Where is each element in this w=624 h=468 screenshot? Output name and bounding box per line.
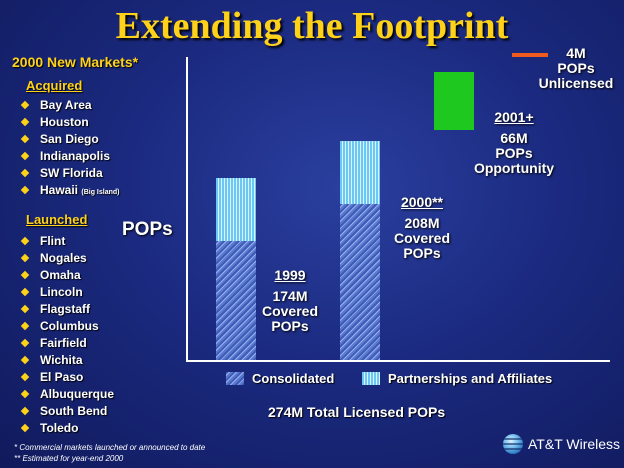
diamond-bullet-icon — [20, 117, 30, 127]
list-item: Albuquerque — [14, 386, 114, 403]
list-item: Fairfield — [14, 335, 114, 352]
annotation-value: 208M — [404, 215, 440, 231]
list-item: Houston — [14, 114, 119, 131]
list-item: SW Florida — [14, 165, 119, 182]
annotation-line: Opportunity — [473, 160, 555, 176]
annotation-value: 66M — [500, 130, 528, 146]
diamond-bullet-icon — [20, 355, 30, 365]
list-item: San Diego — [14, 131, 119, 148]
annotation-2000: 2000** 208M Covered POPs — [386, 195, 458, 261]
annotation-line: POPs — [403, 245, 441, 261]
x-axis-line — [186, 360, 610, 362]
list-item: Columbus — [14, 318, 114, 335]
diamond-bullet-icon — [20, 304, 30, 314]
diamond-bullet-icon — [20, 100, 30, 110]
bar-2001-opportunity — [434, 72, 474, 130]
hawaii-note: (Big Island) — [81, 189, 120, 196]
launched-list: Flint Nogales Omaha Lincoln Flagstaff Co… — [14, 233, 114, 437]
list-item: Bay Area — [14, 97, 119, 114]
list-item: Omaha — [14, 267, 114, 284]
annotation-line: POPs — [271, 318, 309, 334]
unlicensed-marker — [512, 53, 548, 57]
list-item: Indianapolis — [14, 148, 119, 165]
list-item: El Paso — [14, 369, 114, 386]
diamond-bullet-icon — [20, 321, 30, 331]
diamond-bullet-icon — [20, 151, 30, 161]
diamond-bullet-icon — [20, 389, 30, 399]
list-item: Lincoln — [14, 284, 114, 301]
annotation-value: 174M — [272, 288, 308, 304]
slide-title: Extending the Footprint — [115, 5, 509, 47]
footnote-2: ** Estimated for year-end 2000 — [14, 454, 124, 463]
legend-consolidated-label: Consolidated — [252, 371, 335, 386]
legend-consolidated-swatch — [226, 372, 244, 385]
annotation-line: Covered — [261, 303, 319, 319]
diamond-bullet-icon — [20, 236, 30, 246]
diamond-bullet-icon — [20, 270, 30, 280]
list-item: Flagstaff — [14, 301, 114, 318]
annotation-year: 2001+ — [494, 109, 534, 125]
annotation-unlicensed: 4M POPs Unlicensed — [528, 46, 624, 91]
new-markets-heading: 2000 New Markets* — [12, 54, 139, 70]
diamond-bullet-icon — [20, 406, 30, 416]
annotation-year: 2000** — [400, 194, 444, 210]
annotation-value: 4M — [566, 45, 586, 61]
bar-1999-partnerships — [216, 178, 256, 241]
att-globe-icon — [503, 434, 523, 454]
annotation-year: 1999 — [274, 267, 306, 283]
diamond-bullet-icon — [20, 338, 30, 348]
list-item: Wichita — [14, 352, 114, 369]
diamond-bullet-icon — [20, 423, 30, 433]
annotation-1999: 1999 174M Covered POPs — [254, 268, 326, 334]
launched-heading: Launched — [26, 212, 88, 227]
diamond-bullet-icon — [20, 134, 30, 144]
diamond-bullet-icon — [20, 185, 30, 195]
bar-2000-partnerships — [340, 141, 380, 204]
legend-partnerships-label: Partnerships and Affiliates — [388, 371, 553, 386]
annotation-line: POPs — [557, 60, 595, 76]
y-axis-label: POPs — [122, 219, 173, 240]
acquired-list: Bay Area Houston San Diego Indianapolis … — [14, 97, 119, 199]
list-item: Nogales — [14, 250, 114, 267]
list-item: South Bend — [14, 403, 114, 420]
diamond-bullet-icon — [20, 168, 30, 178]
list-item: Toledo — [14, 420, 114, 437]
annotation-line: Covered — [393, 230, 451, 246]
bar-1999-consolidated — [216, 241, 256, 360]
annotation-line: POPs — [495, 145, 533, 161]
list-item: Hawaii (Big Island) — [14, 182, 119, 199]
footnote-1: * Commercial markets launched or announc… — [14, 443, 206, 452]
acquired-heading: Acquired — [26, 78, 83, 93]
diamond-bullet-icon — [20, 253, 30, 263]
brand-logo-text: AT&T Wireless — [528, 436, 621, 452]
legend-partnerships-swatch — [362, 372, 380, 385]
diamond-bullet-icon — [20, 287, 30, 297]
annotation-line: Unlicensed — [538, 75, 614, 91]
diamond-bullet-icon — [20, 372, 30, 382]
total-licensed-pops: 274M Total Licensed POPs — [268, 404, 446, 420]
annotation-2001: 2001+ 66M POPs Opportunity — [466, 110, 562, 176]
bar-2000-consolidated — [340, 204, 380, 360]
y-axis-line — [186, 57, 188, 362]
list-item: Flint — [14, 233, 114, 250]
